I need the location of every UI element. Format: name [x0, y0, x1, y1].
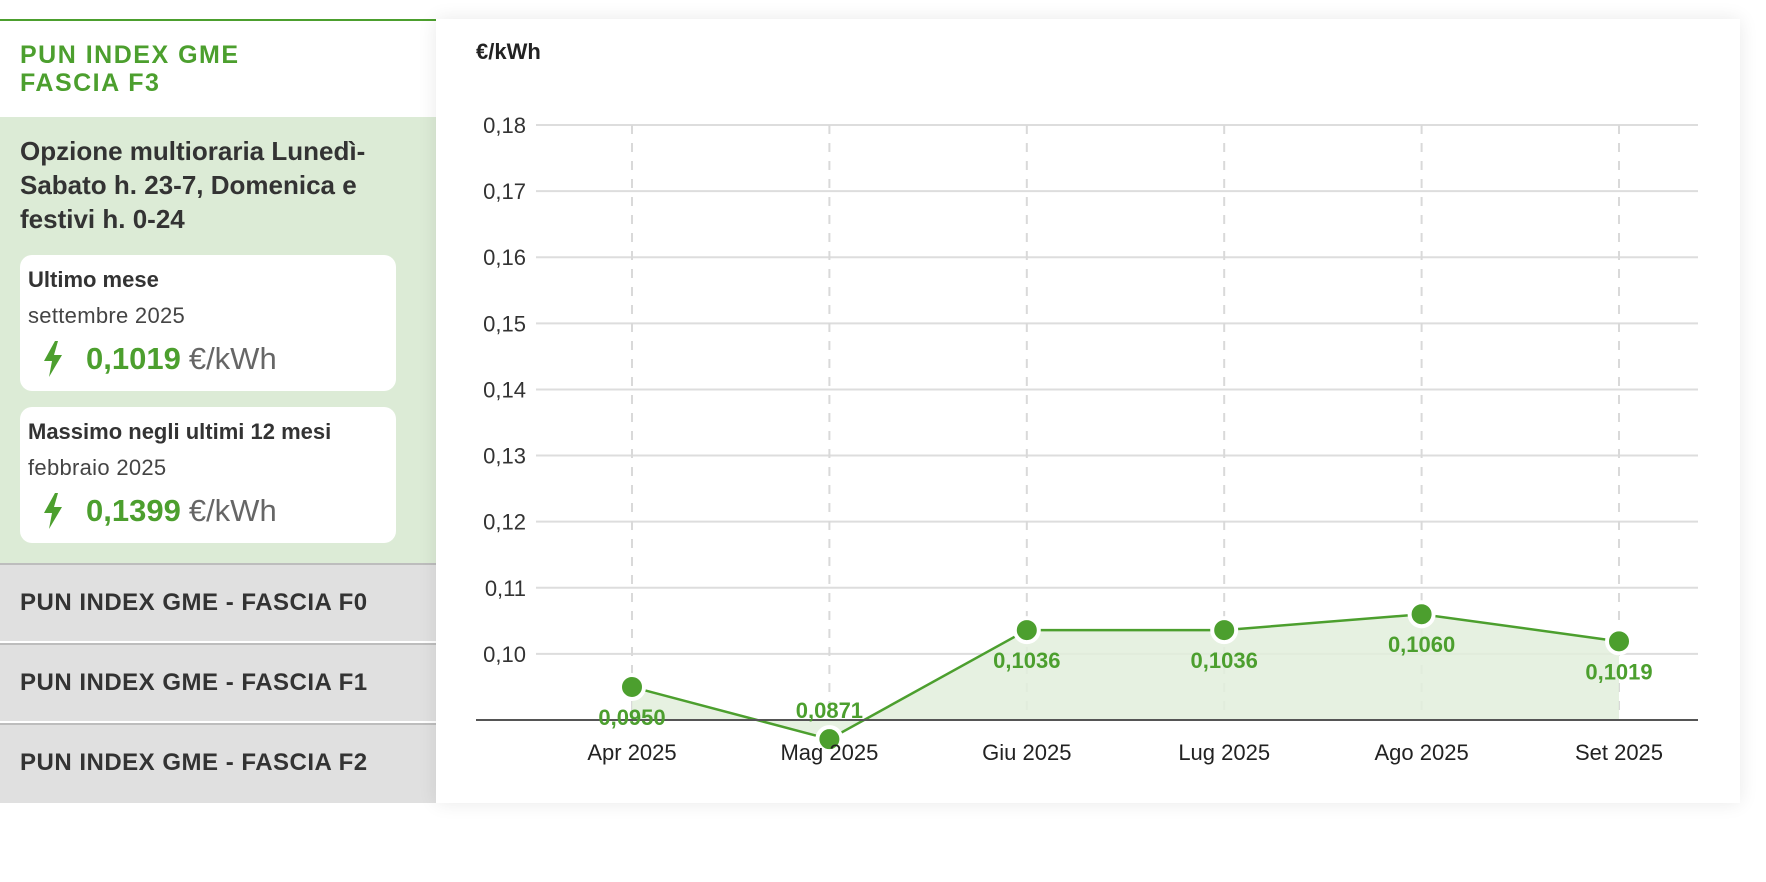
card-period: settembre 2025 [28, 303, 186, 328]
price-chart: €/kWh 0,10 0,11 0,12 0,13 0,14 0,15 0,16 0,17 0,1… [476, 39, 1698, 765]
unit-label: €/kWh [476, 39, 541, 64]
tab-fascia-f2[interactable]: PUN INDEX GME - FASCIA F2 [0, 723, 436, 803]
lightning-bolt-icon [44, 493, 62, 529]
y-tick-label: 0,18 [483, 113, 526, 138]
data-label: 0,1036 [993, 648, 1060, 673]
x-tick-label: Giu 2025 [982, 740, 1071, 765]
y-tick-label: 0,14 [483, 377, 526, 402]
active-tab-title-line: FASCIA F3 [20, 69, 161, 97]
data-point [1407, 600, 1436, 629]
card-value-row: 0,1399 €/kWh [86, 493, 277, 529]
data-label: 0,1060 [1388, 632, 1455, 657]
tab-label: PUN INDEX GME - FASCIA F1 [20, 669, 368, 696]
data-label: 0,0871 [796, 698, 863, 723]
data-point [1210, 616, 1239, 645]
card-label: Massimo negli ultimi 12 mesi [28, 419, 332, 444]
card-value: 0,1399 [86, 493, 181, 528]
y-tick-label: 0,11 [485, 576, 526, 601]
data-label: 0,1036 [1191, 648, 1258, 673]
tariff-description: Opzione multioraria Lunedì-Sabato h. 23-… [20, 136, 366, 234]
tab-fascia-f0[interactable]: PUN INDEX GME - FASCIA F0 [0, 563, 436, 641]
x-tick-label: Set 2025 [1575, 740, 1663, 765]
data-label: 0,0950 [598, 705, 665, 730]
card-unit: €/kWh [188, 493, 277, 528]
card-value-row: 0,1019 €/kWh [86, 341, 277, 377]
data-label: 0,1019 [1585, 659, 1652, 684]
data-point [1012, 616, 1041, 645]
data-point [815, 725, 844, 754]
active-tab-indicator [0, 19, 436, 21]
active-tab-title: PUN INDEX GME FASCIA F3 [20, 41, 400, 97]
last-month-card: Ultimo mese settembre 2025 0,1019 €/kWh [20, 255, 396, 391]
tab-label: PUN INDEX GME - FASCIA F0 [20, 589, 368, 616]
tariff-details-panel: Opzione multioraria Lunedì-Sabato h. 23-… [0, 117, 436, 563]
max-12-months-card: Massimo negli ultimi 12 mesi febbraio 20… [20, 407, 396, 543]
tab-label: PUN INDEX GME - FASCIA F2 [20, 749, 368, 776]
y-tick-label: 0,13 [483, 444, 526, 469]
active-tab-header[interactable]: PUN INDEX GME FASCIA F3 [0, 21, 436, 117]
y-tick-label: 0,10 [483, 642, 526, 667]
y-tick-label: 0,17 [483, 179, 526, 204]
x-tick-label: Ago 2025 [1374, 740, 1468, 765]
y-tick-label: 0,16 [483, 245, 526, 270]
chart-card: €/kWh 0,10 0,11 0,12 0,13 0,14 0,15 0,16 0,17 0,1… [436, 19, 1740, 803]
card-period: febbraio 2025 [28, 455, 167, 480]
card-unit: €/kWh [188, 341, 277, 376]
active-tab-title-line: PUN INDEX GME [20, 41, 240, 69]
series-line [631, 612, 1620, 741]
y-tick-label: 0,15 [483, 311, 526, 336]
x-tick-label: Mag 2025 [780, 740, 878, 765]
y-tick-label: 0,12 [483, 510, 526, 535]
x-tick-label: Lug 2025 [1178, 740, 1270, 765]
x-tick-label: Apr 2025 [587, 740, 676, 765]
lightning-bolt-icon [44, 341, 62, 377]
card-value: 0,1019 [86, 341, 181, 376]
data-point [1605, 627, 1633, 656]
series-area [632, 614, 1619, 740]
card-label: Ultimo mese [28, 267, 159, 292]
tab-fascia-f1[interactable]: PUN INDEX GME - FASCIA F1 [0, 643, 436, 721]
data-point [618, 672, 646, 701]
